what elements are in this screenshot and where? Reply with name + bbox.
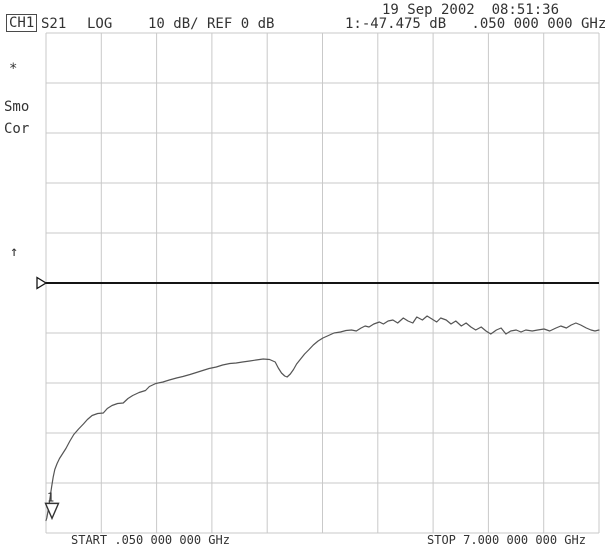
trace-s21 xyxy=(45,315,600,522)
measurement-label: S21 xyxy=(41,16,67,32)
up-arrow-indicator: ↑ xyxy=(10,244,19,260)
format-label: LOG xyxy=(87,16,113,32)
smoothing-indicator: Smo xyxy=(4,99,30,115)
start-frequency-label: START .050 000 000 GHz xyxy=(71,533,230,547)
correction-indicator: Cor xyxy=(4,121,30,137)
reference-level-pointer-icon xyxy=(36,276,48,290)
graticule xyxy=(45,32,600,534)
datetime-readout: 19 Sep 2002 08:51:36 xyxy=(382,2,560,18)
scale-ref-readout: 10 dB/ REF 0 dB xyxy=(148,16,275,32)
marker-readout: 1:-47.475 dB .050 000 000 GHz xyxy=(345,16,607,32)
stop-frequency-label: STOP 7.000 000 000 GHz xyxy=(427,533,586,547)
marker-1-label: 1 xyxy=(47,490,54,504)
stimulus-changed-asterisk: * xyxy=(9,61,18,77)
channel-label: CH1 xyxy=(6,14,38,32)
marker-1-symbol xyxy=(44,502,60,521)
